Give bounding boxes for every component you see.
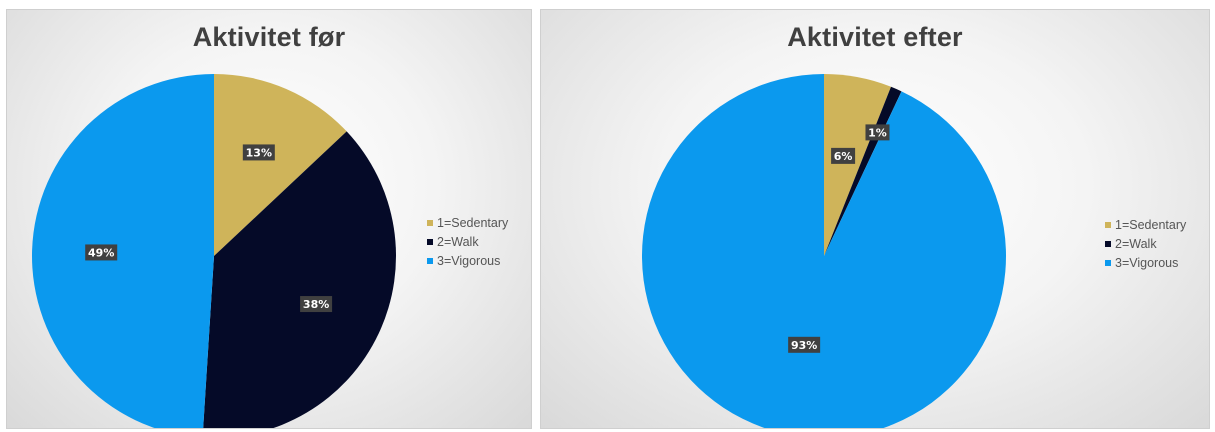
pie-chart-after: 6% 1% 93% (642, 74, 1006, 428)
legend: 1=Sedentary 2=Walk 3=Vigorous (427, 213, 508, 270)
legend-label: 3=Vigorous (1115, 255, 1179, 270)
legend-swatch (427, 257, 433, 264)
chart-panel-after: Aktivitet efter 6% 1% 93% 1=Sedentary 2=Wa… (540, 9, 1210, 429)
pie-slice-sedentary (214, 74, 347, 256)
legend-item-walk: 2=Walk (427, 232, 508, 251)
chart-title: Aktivitet efter (787, 22, 963, 52)
data-label-text: 93% (791, 339, 817, 352)
legend-swatch (1105, 221, 1111, 228)
data-label-text: 13% (246, 146, 272, 159)
data-label-text: 49% (88, 246, 114, 259)
data-label-box (831, 147, 856, 164)
legend: 1=Sedentary 2=Walk 3=Vigorous (1105, 215, 1186, 272)
legend-label: 2=Walk (437, 234, 479, 249)
data-label-vigorous: 93% (788, 336, 821, 353)
pie-slice-sedentary (824, 74, 891, 256)
legend-item-sedentary: 1=Sedentary (1105, 215, 1186, 234)
data-label-walk: 38% (300, 296, 333, 313)
data-label-sedentary: 6% (831, 147, 856, 164)
chart-panel-before: Aktivitet før 13% 38% 49% 1=Sedentary 2=Wa… (6, 9, 532, 429)
data-label-box (242, 144, 275, 161)
pie-slice-vigorous (642, 74, 1006, 428)
data-label-box (85, 244, 118, 261)
legend-label: 1=Sedentary (1115, 217, 1187, 232)
pie-slice-vigorous (32, 74, 214, 428)
legend-label: 2=Walk (1115, 236, 1157, 251)
data-label-box (865, 124, 890, 141)
data-label-text: 38% (303, 298, 329, 311)
legend-label: 3=Vigorous (437, 253, 501, 268)
legend-item-sedentary: 1=Sedentary (427, 213, 508, 232)
chart-title: Aktivitet før (192, 22, 346, 52)
data-label-vigorous: 49% (85, 244, 118, 261)
pie-slice-walk (203, 131, 396, 428)
data-label-walk: 1% (865, 124, 890, 141)
data-label-text: 1% (868, 126, 887, 139)
data-label-box (300, 296, 333, 313)
legend-swatch (1105, 240, 1111, 247)
legend-item-vigorous: 3=Vigorous (427, 251, 508, 270)
legend-item-walk: 2=Walk (1105, 234, 1186, 253)
legend-swatch (427, 238, 433, 245)
pie-chart-before: 13% 38% 49% (32, 74, 396, 428)
legend-item-vigorous: 3=Vigorous (1105, 253, 1186, 272)
data-label-sedentary: 13% (242, 144, 275, 161)
data-label-box (788, 336, 821, 353)
legend-swatch (427, 219, 433, 226)
legend-swatch (1105, 259, 1111, 266)
legend-label: 1=Sedentary (437, 215, 509, 230)
data-label-text: 6% (834, 150, 853, 163)
